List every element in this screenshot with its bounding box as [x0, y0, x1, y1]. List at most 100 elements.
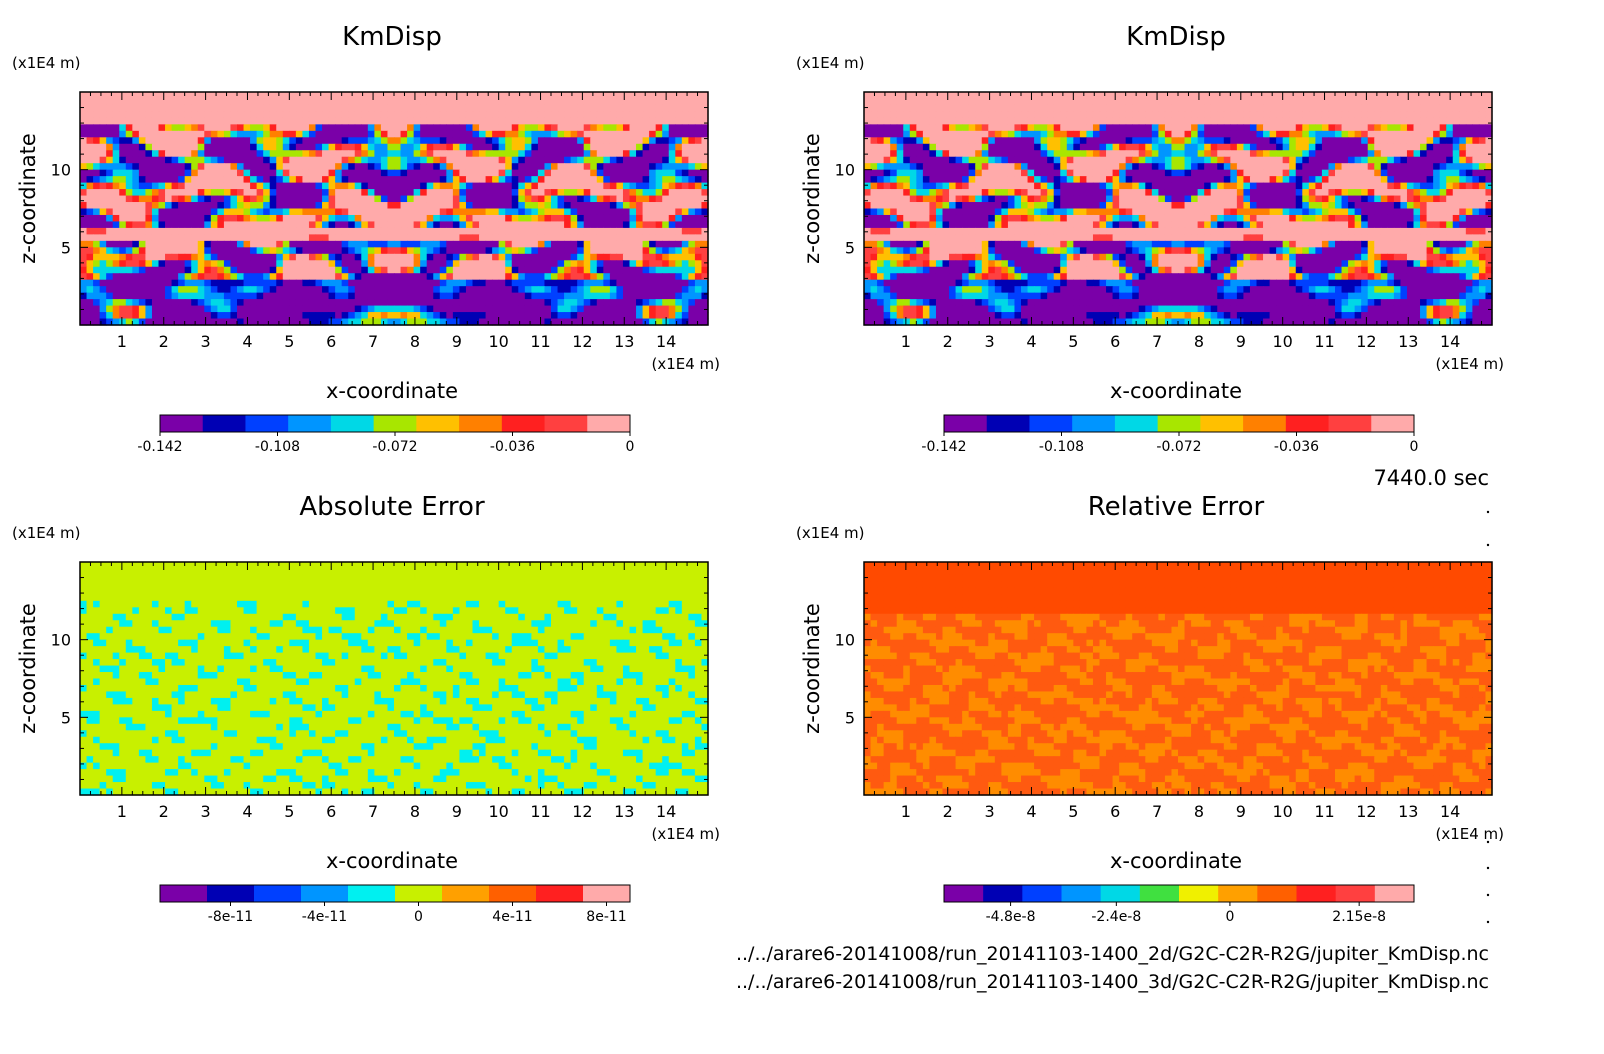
heatmap-cell: [165, 214, 173, 223]
heatmap-cell: [191, 208, 199, 216]
heatmap-cell: [302, 202, 310, 210]
heatmap-cell: [426, 240, 434, 248]
heatmap-cell: [184, 221, 192, 229]
heatmap-cell: [649, 305, 657, 313]
heatmap-cell: [446, 318, 454, 326]
heatmap-cell: [1197, 124, 1205, 132]
heatmap-cell: [537, 202, 546, 210]
heatmap-cell: [681, 318, 689, 326]
heatmap-cell: [407, 221, 415, 229]
heatmap-cell: [250, 189, 258, 197]
heatmap-cell: [649, 117, 657, 125]
heatmap-cell: [864, 92, 872, 100]
heatmap-cell: [955, 156, 963, 164]
heatmap-cell: [649, 286, 657, 294]
heatmap-cell: [394, 253, 402, 261]
heatmap-cell: [492, 130, 500, 138]
heatmap-cell: [864, 98, 872, 106]
heatmap-cell: [250, 260, 258, 268]
heatmap-cell: [1079, 156, 1088, 164]
heatmap-cell: [570, 176, 578, 184]
heatmap-cell: [1007, 117, 1016, 125]
heatmap-cell: [505, 221, 513, 229]
heatmap-cell: [230, 98, 238, 106]
heatmap-cell: [662, 273, 670, 281]
heatmap-cell: [413, 202, 421, 210]
heatmap-cell: [1302, 130, 1310, 138]
heatmap-cell: [308, 240, 317, 248]
heatmap-cell: [662, 195, 670, 203]
heatmap-cell: [1387, 176, 1395, 184]
heatmap-cell: [380, 169, 389, 177]
heatmap-cell: [184, 104, 192, 113]
heatmap-cell: [459, 202, 467, 210]
heatmap-cell: [890, 98, 898, 106]
heatmap-cell: [1047, 104, 1055, 113]
heatmap-cell: [949, 143, 957, 151]
heatmap-cell: [237, 292, 245, 300]
heatmap-cell: [86, 111, 94, 119]
heatmap-cell: [675, 305, 683, 313]
heatmap-cell: [439, 176, 447, 184]
heatmap-cell: [577, 260, 585, 268]
heatmap-cell: [988, 117, 996, 125]
heatmap-cell: [420, 318, 428, 326]
heatmap-cell: [308, 98, 317, 106]
heatmap-cell: [479, 260, 487, 268]
heatmap-cell: [1406, 169, 1415, 177]
heatmap-cell: [250, 92, 258, 100]
heatmap-cell: [1485, 137, 1493, 145]
heatmap-cell: [1001, 130, 1009, 138]
heatmap-cell: [890, 92, 898, 100]
heatmap-cell: [387, 195, 395, 203]
heatmap-cell: [1066, 163, 1074, 171]
heatmap-cell: [668, 312, 676, 320]
heatmap-cell: [295, 202, 304, 210]
heatmap-cell: [400, 117, 408, 125]
heatmap-cell: [407, 130, 415, 138]
heatmap-cell: [1119, 111, 1127, 119]
heatmap-cell: [400, 240, 408, 248]
heatmap-cell: [151, 221, 160, 229]
heatmap-cell: [1328, 92, 1336, 100]
heatmap-cell: [1151, 137, 1159, 145]
heatmap-cell: [132, 169, 140, 177]
heatmap-cell: [407, 117, 415, 125]
heatmap-cell: [662, 227, 670, 235]
heatmap-cell: [171, 292, 179, 300]
heatmap-cell: [138, 143, 147, 151]
heatmap-cell: [282, 124, 290, 132]
heatmap-cell: [151, 195, 160, 203]
heatmap-cell: [505, 279, 513, 287]
heatmap-cell: [465, 227, 474, 235]
heatmap-cell: [609, 117, 618, 125]
heatmap-cell: [596, 227, 604, 235]
heatmap-cell: [694, 312, 703, 320]
heatmap-cell: [374, 208, 382, 216]
heatmap-cell: [609, 189, 618, 197]
heatmap-cell: [413, 286, 421, 294]
heatmap-cell: [492, 104, 500, 113]
heatmap-cell: [662, 163, 670, 171]
heatmap-cell: [230, 266, 238, 274]
heatmap-cell: [688, 189, 696, 197]
heatmap-cell: [452, 299, 461, 307]
heatmap-cell: [99, 137, 107, 145]
heatmap-cell: [433, 253, 441, 261]
heatmap-cell: [1393, 111, 1402, 119]
heatmap-cell: [1073, 163, 1081, 171]
heatmap-cell: [537, 234, 546, 242]
heatmap-cell: [1400, 143, 1408, 151]
heatmap-cell: [394, 279, 402, 287]
heatmap-cell: [263, 130, 271, 138]
heatmap-cell: [335, 305, 343, 313]
heatmap-cell: [433, 130, 441, 138]
heatmap-cell: [328, 273, 336, 281]
heatmap-cell: [138, 189, 147, 197]
heatmap-cell: [1367, 111, 1375, 119]
heatmap-cell: [439, 143, 447, 151]
heatmap-cell: [420, 98, 428, 106]
heatmap-cell: [616, 312, 624, 320]
heatmap-cell: [341, 240, 349, 248]
heatmap-cell: [465, 150, 474, 158]
